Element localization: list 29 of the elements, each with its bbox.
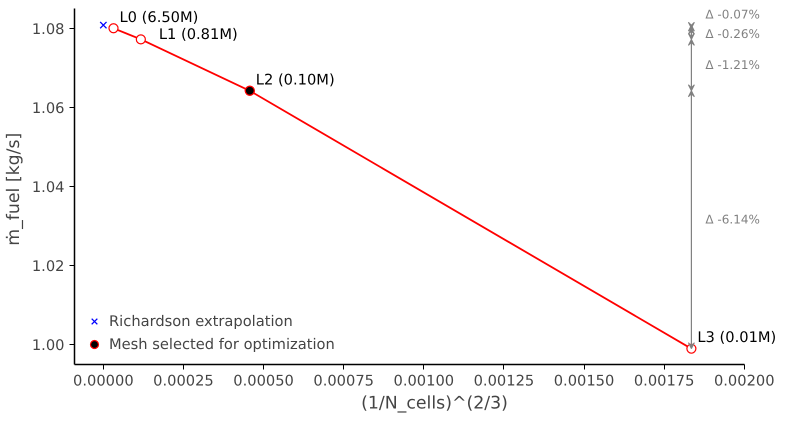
legend-label: Richardson extrapolation bbox=[109, 312, 293, 330]
annotation: L2 (0.10M) bbox=[256, 71, 335, 88]
annotation: Δ -6.14% bbox=[705, 212, 760, 227]
point bbox=[136, 34, 146, 44]
y-tick-label: 1.00 bbox=[32, 337, 65, 354]
x-tick-label: 0.00025 bbox=[153, 372, 214, 390]
point bbox=[108, 23, 119, 34]
x-tick-label: 0.00175 bbox=[634, 372, 694, 390]
y-tick-label: 1.04 bbox=[32, 179, 65, 196]
y-axis-title: ṁ_fuel [kg/s] bbox=[4, 132, 24, 246]
x-tick-label: 0.00200 bbox=[714, 372, 775, 390]
y-tick-label: 1.02 bbox=[32, 258, 65, 276]
x-axis-title: (1/N_cells)^(2/3) bbox=[361, 394, 508, 414]
legend-label: Mesh selected for optimization bbox=[109, 336, 335, 352]
annotation: Δ -0.26% bbox=[705, 26, 760, 41]
x-tick-label: 0.00150 bbox=[554, 372, 614, 390]
annotation: L3 (0.01M) bbox=[697, 329, 776, 346]
x-tick-label: 0.00075 bbox=[313, 372, 374, 390]
annotation: L0 (6.50M) bbox=[120, 8, 198, 26]
y-tick-label: 1.06 bbox=[32, 100, 65, 117]
annotation: Δ -1.21% bbox=[705, 58, 760, 72]
annotation: Δ -0.07% bbox=[705, 8, 760, 22]
x-tick-label: 0.00000 bbox=[73, 372, 134, 390]
x-tick-label: 0.00125 bbox=[474, 372, 534, 390]
point bbox=[100, 21, 108, 29]
annotation: L1 (0.81M) bbox=[158, 26, 238, 43]
x-tick-label: 0.00100 bbox=[394, 372, 454, 390]
x-tick-label: 0.00050 bbox=[233, 372, 294, 390]
y-tick-label: 1.08 bbox=[32, 20, 65, 38]
